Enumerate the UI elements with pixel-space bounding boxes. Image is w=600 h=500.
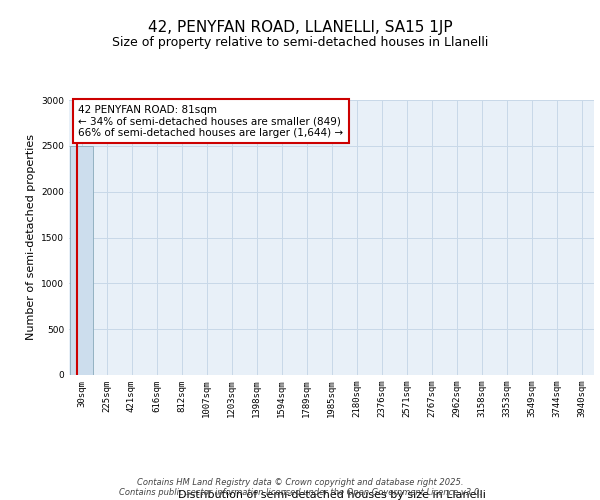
Bar [70, 146, 93, 375]
Text: Contains HM Land Registry data © Crown copyright and database right 2025.
Contai: Contains HM Land Registry data © Crown c… [119, 478, 481, 497]
Text: 42, PENYFAN ROAD, LLANELLI, SA15 1JP: 42, PENYFAN ROAD, LLANELLI, SA15 1JP [148, 20, 452, 35]
Text: Size of property relative to semi-detached houses in Llanelli: Size of property relative to semi-detach… [112, 36, 488, 49]
Text: 42 PENYFAN ROAD: 81sqm
← 34% of semi-detached houses are smaller (849)
66% of se: 42 PENYFAN ROAD: 81sqm ← 34% of semi-det… [78, 104, 343, 138]
X-axis label: Distribution of semi-detached houses by size in Llanelli: Distribution of semi-detached houses by … [178, 490, 485, 500]
Y-axis label: Number of semi-detached properties: Number of semi-detached properties [26, 134, 35, 340]
